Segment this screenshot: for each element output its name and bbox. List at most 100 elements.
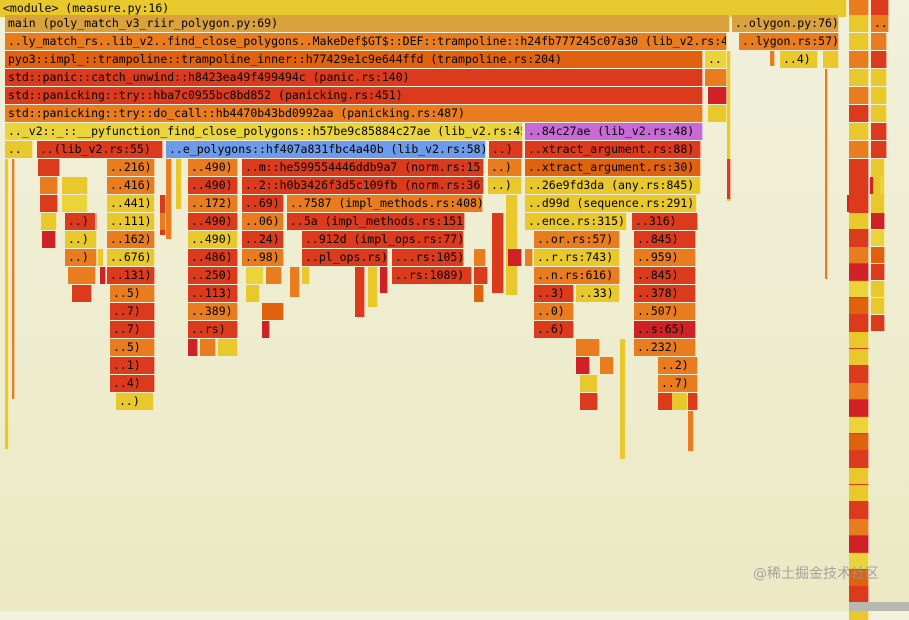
flame-slice[interactable] <box>576 357 590 374</box>
flame-slice[interactable] <box>246 267 264 284</box>
flame-frame[interactable] <box>871 0 889 17</box>
flame-frame[interactable]: ..912d (impl_ops.rs:77) <box>302 231 464 248</box>
flame-slice[interactable] <box>727 159 731 199</box>
flame-slice[interactable] <box>41 213 57 230</box>
flame-frame[interactable] <box>849 87 869 104</box>
flame-slice[interactable] <box>849 417 869 433</box>
flame-frame[interactable]: ..172) <box>188 195 238 212</box>
flame-frame[interactable]: std::panicking::try::do_call::hb4470b43b… <box>5 105 703 122</box>
flame-frame[interactable] <box>849 15 869 32</box>
flame-frame[interactable] <box>871 87 887 104</box>
flame-slice[interactable] <box>200 339 216 356</box>
flame-frame[interactable]: ..490) <box>188 231 238 248</box>
flame-slice[interactable] <box>576 339 600 356</box>
flame-slice[interactable] <box>849 587 869 603</box>
flame-slice[interactable] <box>160 213 166 230</box>
flame-frame[interactable]: .._v2::_::__pyfunction_find_close_polygo… <box>5 123 523 140</box>
flame-slice[interactable] <box>188 339 198 356</box>
flame-frame[interactable]: ..e_polygons::hf407a831fbc4a40b (lib_v2.… <box>166 141 486 158</box>
flame-slice[interactable] <box>672 393 688 410</box>
flame-frame[interactable]: ..490) <box>188 177 238 194</box>
flame-frame[interactable]: ..33) <box>576 285 620 302</box>
flame-frame[interactable]: ..676) <box>107 249 155 266</box>
flame-slice[interactable] <box>62 195 88 212</box>
flame-slice[interactable] <box>506 195 518 295</box>
flame-slice[interactable] <box>508 249 522 266</box>
flame-frame[interactable] <box>871 105 887 122</box>
flame-frame[interactable]: ..7587 (impl_methods.rs:408) <box>287 195 483 212</box>
flame-slice[interactable] <box>871 247 885 263</box>
flame-frame[interactable]: ..845) <box>634 267 696 284</box>
flame-frame[interactable]: ...rs:105) <box>392 249 464 266</box>
flame-frame[interactable] <box>705 69 727 86</box>
flame-slice[interactable] <box>849 332 869 348</box>
flame-slice[interactable] <box>849 281 869 297</box>
flame-frame[interactable] <box>849 69 869 86</box>
flame-frame[interactable]: ..24) <box>242 231 284 248</box>
flame-slice[interactable] <box>871 281 885 297</box>
flame-frame[interactable]: ..m::he599554446ddb9a7 (norm.rs:15) <box>242 159 484 176</box>
flame-frame[interactable]: ..5a (impl_methods.rs:151) <box>287 213 465 230</box>
flame-frame[interactable]: ..84c27ae (lib_v2.rs:48) <box>525 123 703 140</box>
flame-frame[interactable]: ..s:65) <box>634 321 696 338</box>
flame-slice[interactable] <box>474 267 488 284</box>
flame-frame[interactable] <box>849 105 869 122</box>
flame-frame[interactable]: ..5) <box>110 339 155 356</box>
flame-slice[interactable] <box>98 249 104 266</box>
flame-frame[interactable]: ..113) <box>188 285 238 302</box>
flame-slice[interactable] <box>825 69 828 279</box>
flame-frame[interactable] <box>849 141 869 158</box>
flame-frame[interactable] <box>871 69 887 86</box>
flame-frame[interactable]: ..378) <box>634 285 696 302</box>
flame-frame[interactable]: pyo3::impl_::trampoline::trampoline_inne… <box>5 51 703 68</box>
flame-slice[interactable] <box>849 570 869 586</box>
flame-slice[interactable] <box>88 213 96 230</box>
flame-frame[interactable]: ..98) <box>242 249 284 266</box>
flame-frame[interactable]: ..389) <box>188 303 238 320</box>
flame-frame[interactable] <box>849 123 869 140</box>
flame-frame[interactable]: ..4) <box>110 375 155 392</box>
flame-slice[interactable] <box>100 267 106 284</box>
flame-slice[interactable] <box>355 267 365 317</box>
flame-frame[interactable]: ..490) <box>188 159 238 176</box>
flame-frame[interactable]: ..216) <box>107 159 155 176</box>
flame-slice[interactable] <box>849 264 869 280</box>
flame-slice[interactable] <box>72 285 92 302</box>
flame-slice[interactable] <box>580 393 598 410</box>
flame-slice[interactable] <box>849 519 869 535</box>
flame-frame[interactable] <box>849 0 869 17</box>
flame-frame[interactable]: ..26e9fd3da (any.rs:845) <box>525 177 701 194</box>
flame-slice[interactable] <box>620 339 626 459</box>
flame-frame[interactable]: ..486) <box>188 249 238 266</box>
flame-frame[interactable]: ..rs) <box>188 321 238 338</box>
flame-frame[interactable]: ..507) <box>634 303 696 320</box>
flame-frame[interactable]: ..olygon.py:76) <box>732 15 839 32</box>
flame-frame[interactable]: ..(lib_v2.rs:55) <box>37 141 163 158</box>
flame-frame[interactable]: ..) <box>488 159 522 176</box>
flame-frame[interactable]: ..441) <box>107 195 155 212</box>
flame-slice[interactable] <box>166 159 172 239</box>
flame-slice[interactable] <box>849 315 869 331</box>
flame-frame[interactable] <box>871 141 887 158</box>
flame-frame[interactable]: ..) <box>116 393 154 410</box>
flame-frame[interactable] <box>871 51 887 68</box>
flame-frame[interactable]: std::panic::catch_unwind::h8423ea49f4994… <box>5 69 703 86</box>
flame-frame[interactable]: ..6) <box>534 321 574 338</box>
flame-frame[interactable]: ..416) <box>107 177 155 194</box>
flame-slice[interactable] <box>262 303 284 320</box>
flame-slice[interactable] <box>688 411 694 451</box>
flame-slice[interactable] <box>849 247 869 263</box>
flame-slice[interactable] <box>849 349 869 365</box>
flame-frame[interactable]: ..) <box>65 231 97 248</box>
flame-slice[interactable] <box>302 267 310 284</box>
flame-slice[interactable] <box>849 502 869 518</box>
flame-frame[interactable]: ..959) <box>634 249 696 266</box>
flame-frame[interactable]: ..111) <box>107 213 155 230</box>
flame-frame[interactable]: ..232) <box>634 339 696 356</box>
flame-slice[interactable] <box>727 51 731 201</box>
flame-frame[interactable] <box>708 87 727 104</box>
flame-frame[interactable] <box>871 33 887 50</box>
flame-frame[interactable]: .. <box>705 51 727 68</box>
flame-slice[interactable] <box>849 213 869 229</box>
flame-frame[interactable]: ..5) <box>110 285 155 302</box>
